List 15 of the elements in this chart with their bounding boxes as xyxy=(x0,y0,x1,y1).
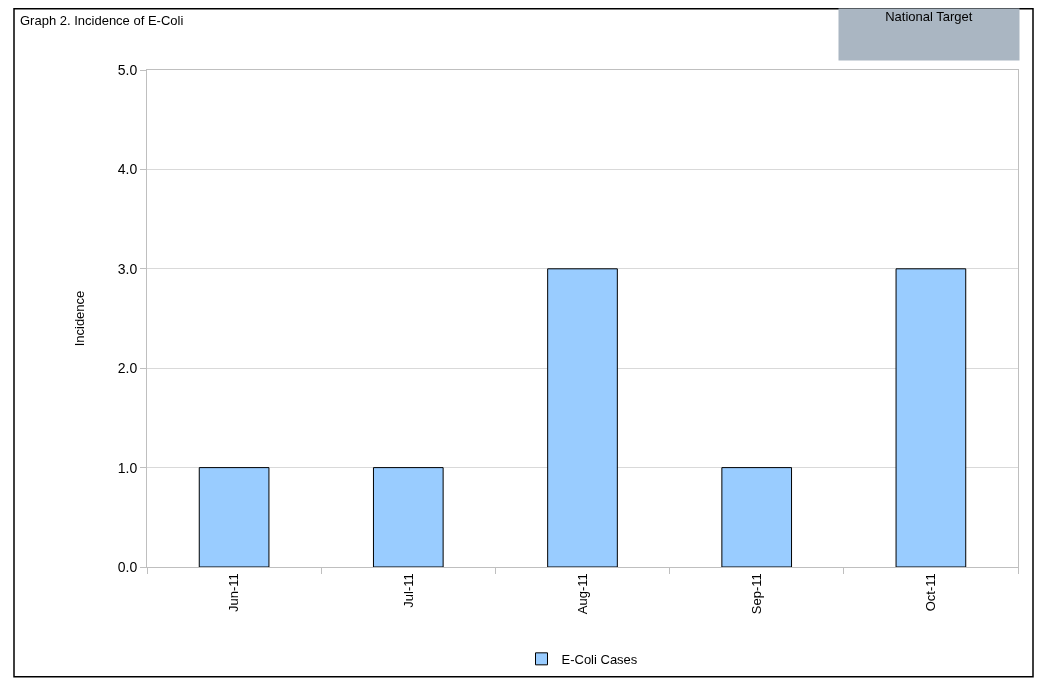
x-tick-label: Oct-11 xyxy=(923,573,939,612)
x-tick-label: Sep-11 xyxy=(748,573,764,615)
x-tick-label: Jul-11 xyxy=(400,573,416,608)
y-tick-label: 5.0 xyxy=(117,61,138,78)
y-tick-label: 0.0 xyxy=(117,558,138,575)
chart-title: Graph 2. Incidence of E-Coli xyxy=(20,12,184,28)
y-tick-label: 3.0 xyxy=(117,260,138,277)
x-tick-label: Aug-11 xyxy=(574,573,590,615)
y-axis-title: Incidence xyxy=(71,290,87,347)
x-tick-label: Jun-11 xyxy=(226,573,242,612)
y-tick-label: 2.0 xyxy=(117,360,138,377)
text: National Target xyxy=(885,9,973,24)
y-tick-label: 1.0 xyxy=(117,459,138,476)
y-tick-label: 4.0 xyxy=(117,161,138,178)
legend-label: E-Coli Cases xyxy=(561,651,638,667)
